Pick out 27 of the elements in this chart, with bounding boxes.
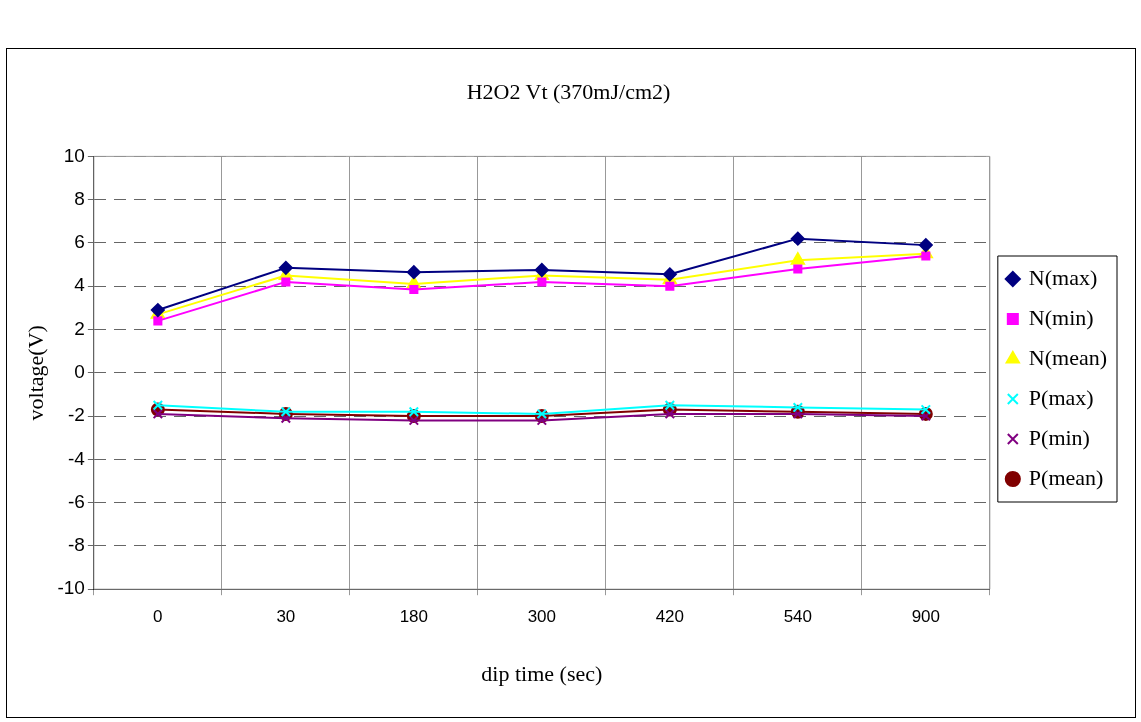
- y-tick-label: 2: [74, 317, 85, 339]
- x-tick-label: 300: [527, 607, 557, 627]
- y-tick-label: 6: [74, 231, 85, 253]
- y-tick-label: -4: [67, 447, 86, 469]
- x-tick-label: 30: [276, 607, 296, 627]
- y-tick-label: 4: [74, 274, 86, 296]
- y-tick-label: -6: [67, 490, 85, 512]
- legend-label: N(min): [1028, 304, 1094, 330]
- y-tick-label: 10: [63, 144, 85, 166]
- legend-label: P(mean): [1028, 464, 1104, 490]
- legend-label: P(max): [1028, 384, 1094, 410]
- y-tick-label: -10: [57, 577, 85, 599]
- legend-label: N(mean): [1028, 344, 1108, 370]
- y-tick-label: -8: [67, 534, 85, 556]
- legend-label: N(max): [1028, 264, 1098, 290]
- x-tick-label: 180: [399, 607, 429, 627]
- y-tick-label: 8: [74, 187, 85, 209]
- chart-title: H2O2 Vt (370mJ/cm2): [466, 78, 671, 104]
- y-tick-label: -2: [67, 404, 85, 426]
- legend-label: P(min): [1028, 424, 1090, 450]
- y-axis-title: voltage(V): [22, 325, 48, 421]
- x-axis-title: dip time (sec): [481, 660, 603, 686]
- x-tick-label: 0: [153, 607, 163, 627]
- x-tick-label: 420: [655, 607, 685, 627]
- x-tick-label: 540: [783, 607, 813, 627]
- y-tick-label: 0: [74, 361, 85, 383]
- x-tick-label: 900: [911, 607, 941, 627]
